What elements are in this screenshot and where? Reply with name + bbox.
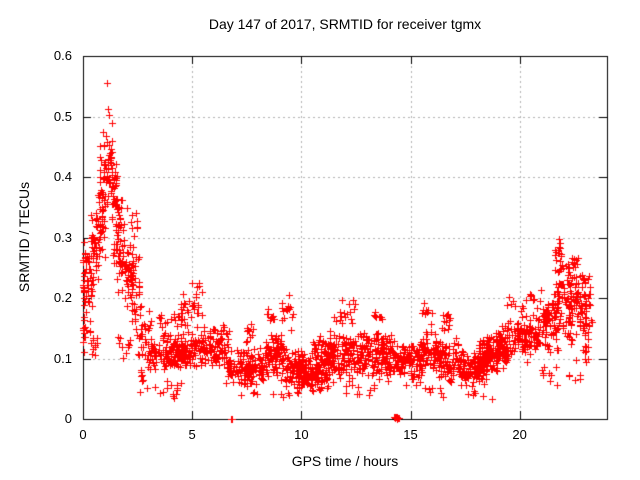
- x-axis-label: GPS time / hours: [291, 453, 399, 469]
- y-tick-label: 0.1: [53, 350, 72, 366]
- y-tick-label: 0.6: [53, 48, 72, 63]
- x-tick-label: 20: [512, 427, 527, 442]
- x-tick-label: 0: [79, 427, 87, 442]
- y-tick-label: 0.5: [53, 108, 72, 124]
- y-tick-label: 0.4: [53, 169, 72, 184]
- x-tick-label: 15: [403, 427, 418, 442]
- x-tick-label: 10: [294, 427, 309, 442]
- y-tick-label: 0.2: [53, 290, 72, 305]
- y-tick-label: 0: [64, 411, 72, 426]
- chart-title: Day 147 of 2017, SRMTID for receiver tgm…: [208, 16, 482, 32]
- y-tick-label: 0.3: [53, 229, 72, 245]
- x-tick-label: 5: [188, 427, 196, 442]
